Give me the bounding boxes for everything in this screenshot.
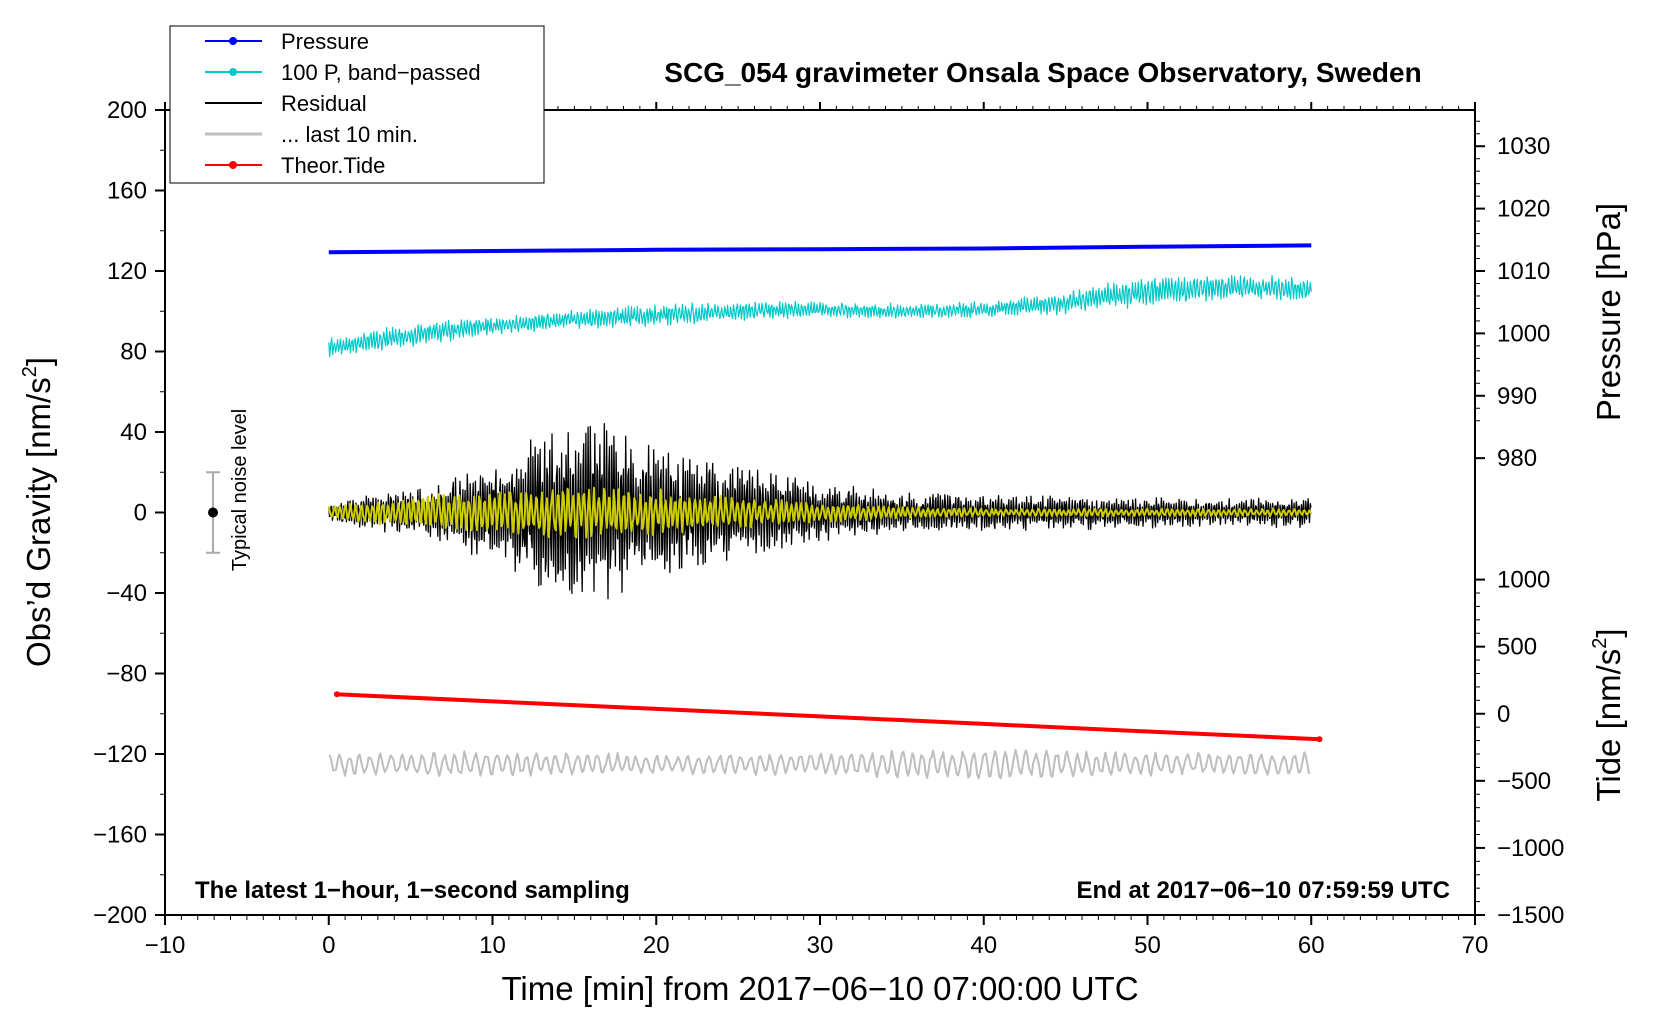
noise-dot (208, 507, 218, 518)
tide-tick-label: −500 (1497, 768, 1551, 795)
x-axis: −10 0 10 20 30 40 50 60 70 (145, 102, 1489, 959)
series-line-last-10-min (328, 748, 1311, 780)
tide-tick-label: −1000 (1497, 835, 1564, 862)
y-tick-label: 80 (120, 339, 147, 366)
series-line-residual-bandpassed (327, 486, 1313, 539)
y-tick-label: −160 (93, 822, 147, 849)
x-tick-label: 10 (479, 932, 506, 959)
y-tick-label: −40 (106, 580, 147, 607)
y-tick-label: 120 (107, 258, 147, 285)
x-tick-label: 40 (970, 932, 997, 959)
noise-level-label: Typical noise level (229, 409, 251, 571)
tide-tick-label: 1000 (1497, 567, 1550, 594)
x-tick-label: 30 (807, 932, 834, 959)
legend-label: ... last 10 min. (281, 122, 418, 147)
y-axis-label: Obs’d Gravity [nm/s2] (19, 357, 57, 667)
y-tick-label: 160 (107, 178, 147, 205)
y-tick-label: −80 (106, 661, 147, 688)
y-axis-pressure: 1030 1020 1010 1000 990 980 (1475, 120, 1550, 472)
y-tick-label: −120 (93, 741, 147, 768)
x-tick-label: −10 (145, 932, 186, 959)
x-tick-label: 0 (322, 932, 335, 959)
tide-end-marker (1316, 736, 1323, 743)
pressure-axis-label: Pressure [hPa] (1590, 203, 1627, 421)
pressure-tick-label: 990 (1497, 383, 1537, 410)
x-tick-label: 50 (1134, 932, 1161, 959)
series-line-pressure-bandpassed (328, 274, 1312, 358)
pressure-tick-label: 1010 (1497, 258, 1550, 285)
legend-label: Pressure (281, 29, 369, 54)
series-layer (327, 243, 1323, 780)
legend-label: Residual (281, 91, 367, 116)
y-tick-label: 40 (120, 419, 147, 446)
y-tick-label: 0 (134, 500, 147, 527)
legend-label: Theor.Tide (281, 153, 385, 178)
legend: Pressure 100 P, band−passed Residual ... la… (169, 25, 545, 184)
x-tick-label: 70 (1462, 932, 1489, 959)
tide-axis-label: Tide [nm/s2] (1589, 628, 1627, 801)
pressure-tick-label: 1030 (1497, 133, 1550, 160)
tide-tick-label: 500 (1497, 634, 1537, 661)
legend-box (169, 25, 545, 184)
tide-start-marker (333, 691, 340, 698)
pressure-tick-label: 1020 (1497, 196, 1550, 223)
tide-tick-label: −1500 (1497, 902, 1564, 929)
sampling-note: The latest 1−hour, 1−second sampling (195, 877, 630, 904)
y-axis-gravity: 200 160 120 80 40 0 −40 −80 −120 −160 −200 (93, 97, 165, 929)
y-tick-label: −200 (93, 902, 147, 929)
x-tick-label: 60 (1298, 932, 1325, 959)
series-line-pressure (328, 243, 1312, 255)
x-axis-label: Time [min] from 2017−06−10 07:00:00 UTC (501, 970, 1138, 1007)
legend-marker (229, 37, 237, 45)
series-line-theoretical-tide (336, 692, 1320, 742)
legend-marker (229, 161, 237, 169)
chart-title: SCG_054 gravimeter Onsala Space Observat… (664, 57, 1421, 88)
legend-label: 100 P, band−passed (281, 60, 481, 85)
end-time-note: End at 2017−06−10 07:59:59 UTC (1076, 877, 1450, 904)
y-tick-label: 200 (107, 97, 147, 124)
tide-tick-label: 0 (1497, 701, 1510, 728)
pressure-tick-label: 1000 (1497, 320, 1550, 347)
noise-level-indicator (206, 471, 220, 554)
series-line-residual (328, 423, 1312, 600)
x-tick-label: 20 (643, 932, 670, 959)
y-axis-tide: 1000 500 0 −500 −1000 −1500 (1475, 567, 1564, 929)
pressure-tick-label: 980 (1497, 445, 1537, 472)
legend-marker (229, 68, 237, 76)
